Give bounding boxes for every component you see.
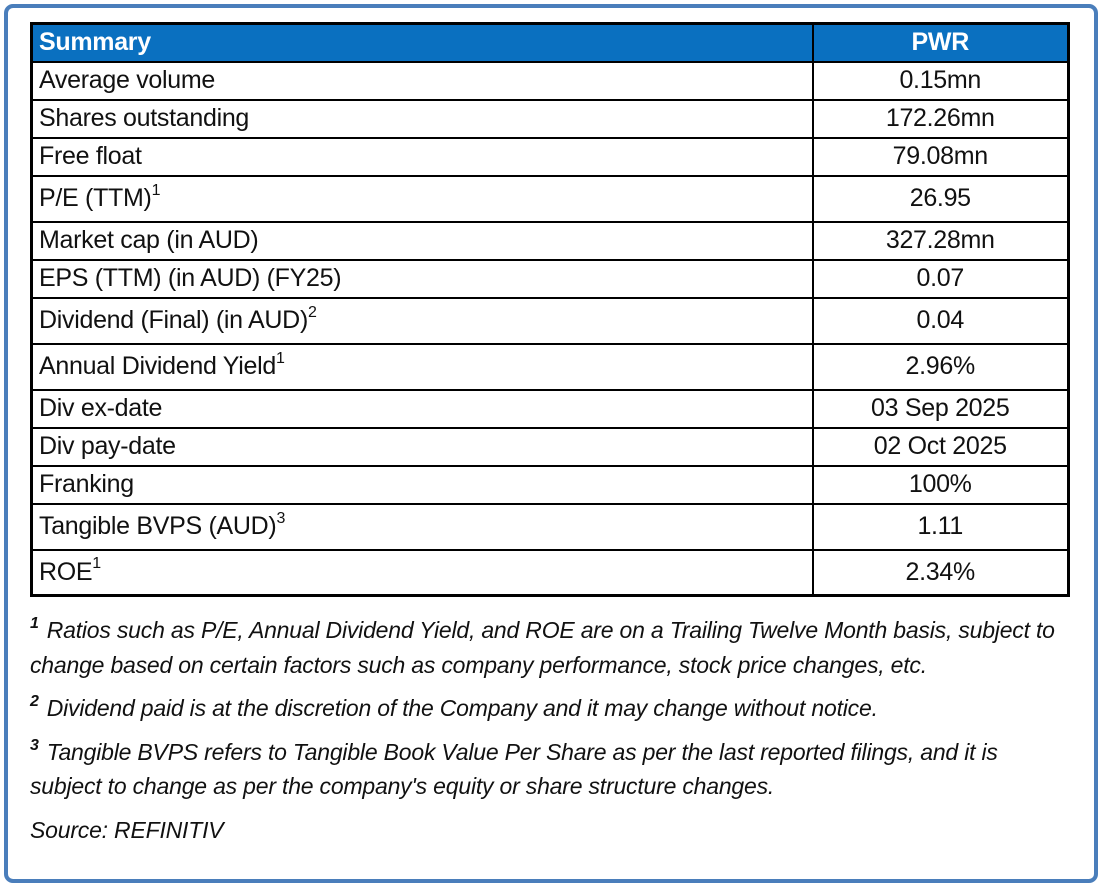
footnote-number: 2 <box>30 693 39 711</box>
header-cell-ticker: PWR <box>811 22 1070 63</box>
metric-value: 0.04 <box>811 296 1070 345</box>
footnote: 1 Ratios such as P/E, Annual Dividend Yie… <box>30 615 1055 678</box>
metric-label: Free float <box>30 136 814 177</box>
metric-label: Div pay-date <box>30 426 814 467</box>
metric-label: Tangible BVPS (AUD)3 <box>30 502 814 551</box>
table-row: Franking 100% <box>30 464 1070 505</box>
metric-value: 26.95 <box>811 174 1070 223</box>
metric-value: 100% <box>811 464 1070 505</box>
footnote-marker: 3 <box>276 509 286 527</box>
table-row: Free float 79.08mn <box>30 136 1070 177</box>
metric-label: Annual Dividend Yield1 <box>30 342 814 391</box>
table-row: Shares outstanding 172.26mn <box>30 98 1070 139</box>
table-row: ROE1 2.34% <box>30 548 1070 597</box>
metric-value: 02 Oct 2025 <box>811 426 1070 467</box>
metric-value: 2.96% <box>811 342 1070 391</box>
table-row: EPS (TTM) (in AUD) (FY25) 0.07 <box>30 258 1070 299</box>
metric-label: Market cap (in AUD) <box>30 220 814 261</box>
footnote-marker: 1 <box>92 555 101 573</box>
footnote-number: 3 <box>30 736 39 754</box>
summary-table-body: Average volume 0.15mn Shares outstanding… <box>30 60 1070 597</box>
metric-value: 1.11 <box>811 502 1070 551</box>
metric-label: Div ex-date <box>30 388 814 429</box>
metric-value: 2.34% <box>811 548 1070 597</box>
metric-value: 327.28mn <box>811 220 1070 261</box>
table-row: Dividend (Final) (in AUD)2 0.04 <box>30 296 1070 345</box>
metric-value: 03 Sep 2025 <box>811 388 1070 429</box>
summary-table: Summary PWR Average volume 0.15mn Shares… <box>30 22 1070 597</box>
metric-label: Shares outstanding <box>30 98 814 139</box>
header-cell-summary: Summary <box>30 22 814 63</box>
table-row: Market cap (in AUD) 327.28mn <box>30 220 1070 261</box>
metric-label: Franking <box>30 464 814 505</box>
metric-label: Average volume <box>30 60 814 101</box>
metric-value: 79.08mn <box>811 136 1070 177</box>
metric-label: ROE1 <box>30 548 814 597</box>
table-row: Div ex-date 03 Sep 2025 <box>30 388 1070 429</box>
footnote: 2 Dividend paid is at the discretion of t… <box>30 693 878 721</box>
table-header-row: Summary PWR <box>30 22 1070 63</box>
footnote-marker: 1 <box>275 349 285 367</box>
source-line: Source: REFINITIV <box>30 816 224 843</box>
metric-label: P/E (TTM)1 <box>30 174 814 223</box>
table-row: Average volume 0.15mn <box>30 60 1070 101</box>
table-row: Annual Dividend Yield1 2.96% <box>30 342 1070 391</box>
summary-table-head: Summary PWR <box>30 22 1070 63</box>
content-area: Summary PWR Average volume 0.15mn Shares… <box>30 22 1070 856</box>
metric-label: EPS (TTM) (in AUD) (FY25) <box>30 258 814 299</box>
footnote: 3 Tangible BVPS refers to Tangible Book V… <box>30 736 998 799</box>
footnote-marker: 2 <box>307 303 317 321</box>
table-row: Tangible BVPS (AUD)3 1.11 <box>30 502 1070 551</box>
metric-value: 0.15mn <box>811 60 1070 101</box>
footnotes-section: 1 Ratios such as P/E, Annual Dividend Yie… <box>30 613 1075 847</box>
metric-value: 172.26mn <box>811 98 1070 139</box>
metric-value: 0.07 <box>811 258 1070 299</box>
footnote-marker: 1 <box>151 181 161 199</box>
footnote-number: 1 <box>30 615 39 633</box>
table-row: P/E (TTM)1 26.95 <box>30 174 1070 223</box>
metric-label: Dividend (Final) (in AUD)2 <box>30 296 814 345</box>
table-row: Div pay-date 02 Oct 2025 <box>30 426 1070 467</box>
